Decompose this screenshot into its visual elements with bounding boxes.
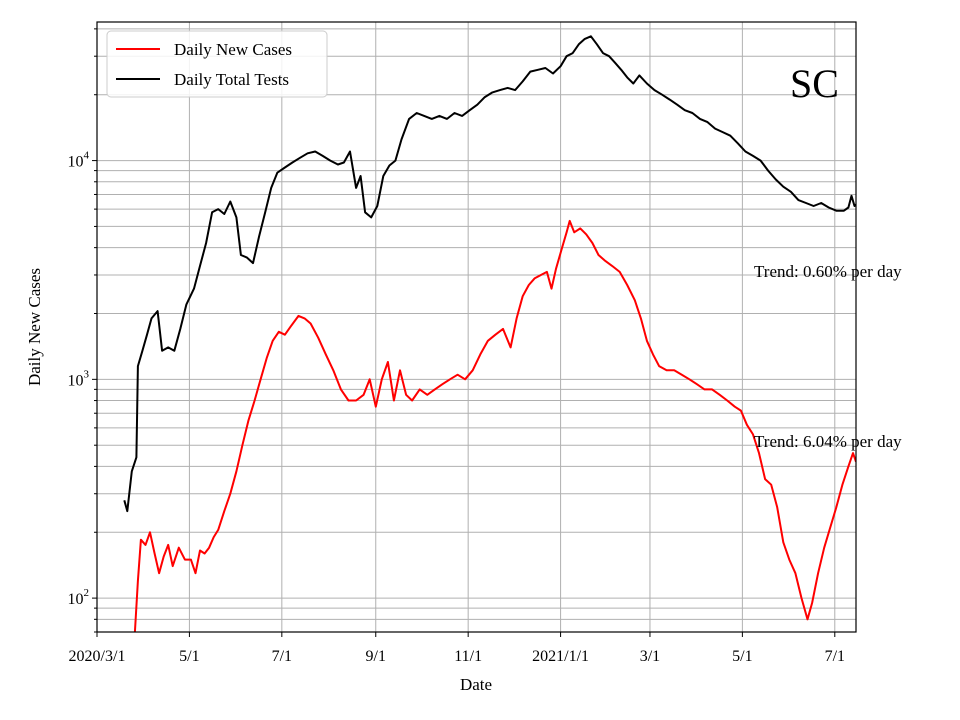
legend: Daily New Cases Daily Total Tests — [107, 31, 327, 97]
series-line-daily-total-tests — [124, 36, 856, 511]
x-tick-label: 2021/1/1 — [532, 648, 589, 665]
x-axis-label: Date — [460, 675, 492, 694]
y-tick-base: 10 — [68, 154, 84, 171]
y-axis-label: Daily New Cases — [25, 268, 44, 386]
series-line-daily-new-cases — [135, 221, 856, 632]
legend-label-tests: Daily Total Tests — [174, 70, 289, 89]
y-tick-exponent: 2 — [84, 587, 90, 599]
x-tick-label: 7/1 — [272, 648, 292, 665]
y-tick-base: 10 — [68, 591, 84, 608]
axis-ticks: 2020/3/1 5/1 7/1 9/1 11/1 2021/1/1 3/1 5/1 7/1 10… — [68, 29, 846, 665]
y-tick-label: 103 — [68, 368, 90, 389]
y-tick-label: 102 — [68, 587, 90, 608]
state-label: SC — [790, 61, 839, 106]
x-tick-label: 3/1 — [640, 648, 660, 665]
grid-lines — [97, 22, 856, 632]
legend-label-cases: Daily New Cases — [174, 40, 292, 59]
y-tick-label: 104 — [68, 150, 90, 171]
x-tick-label: 7/1 — [825, 648, 845, 665]
trend-annotation-tests: Trend: 0.60% per day — [754, 262, 902, 281]
y-tick-base: 10 — [68, 372, 84, 389]
x-tick-label: 5/1 — [732, 648, 752, 665]
plot-series — [124, 36, 856, 632]
y-tick-exponent: 4 — [84, 150, 90, 162]
y-tick-exponent: 3 — [84, 368, 90, 380]
x-tick-label: 11/1 — [454, 648, 482, 665]
x-tick-label: 9/1 — [366, 648, 386, 665]
x-tick-label: 2020/3/1 — [69, 648, 126, 665]
trend-annotation-cases: Trend: 6.04% per day — [754, 432, 902, 451]
x-tick-label: 5/1 — [179, 648, 199, 665]
